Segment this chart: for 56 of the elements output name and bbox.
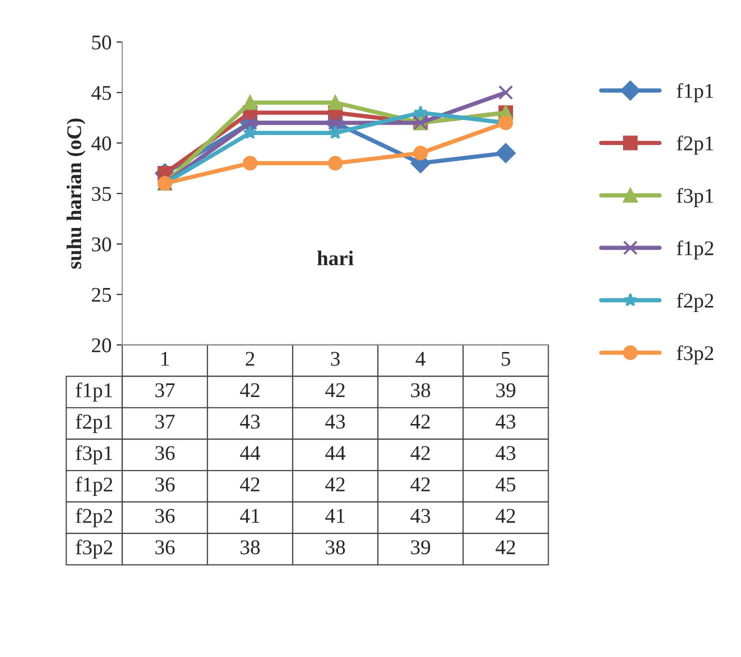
data-label: 42 [410, 477, 430, 492]
data-label: 41 [240, 508, 260, 523]
data-label: 42 [240, 383, 260, 398]
data-label: 43 [410, 508, 430, 523]
text: f2p2 [76, 508, 112, 528]
data-label: 44 [325, 446, 346, 460]
data-label: 42 [240, 477, 260, 492]
data-label: 43 [496, 414, 516, 429]
data-label: 38 [326, 540, 345, 554]
legend-label: f2p2 [676, 292, 714, 312]
x-axis-title: hari [317, 250, 354, 266]
y-tick-label: 50 [92, 35, 112, 50]
x-tick-label: 5 [502, 352, 510, 366]
data-label: 37 [155, 414, 175, 429]
data-label: 36 [155, 446, 175, 460]
data-label: 43 [325, 414, 345, 429]
x-tick-label: 3 [331, 352, 340, 366]
data-label: 43 [240, 414, 260, 429]
y-tick-label: 25 [92, 288, 112, 302]
text: f1p1 [76, 382, 112, 402]
x-tick-label: 2 [246, 352, 254, 366]
text: f2p1 [76, 414, 112, 434]
data-label: 36 [155, 477, 175, 492]
data-label: 42 [325, 477, 345, 492]
data-label: 42 [496, 540, 515, 554]
data-label: 38 [240, 540, 260, 554]
x-tick-label: 1 [161, 352, 169, 366]
y-tick-label: 30 [92, 237, 112, 252]
data-label: 36 [155, 508, 175, 523]
data-label: 39 [496, 383, 516, 398]
data-label: 42 [496, 508, 515, 523]
y-axis-title: suhu harian (oC) [66, 118, 86, 269]
data-label: 39 [411, 540, 430, 554]
data-label: 42 [410, 446, 430, 460]
data-label: 36 [155, 540, 175, 554]
data-label: 45 [496, 478, 516, 492]
legend-label: f3p1 [676, 188, 714, 208]
data-label: 37 [155, 383, 175, 398]
y-tick-label: 35 [92, 186, 112, 201]
data-label: 43 [496, 446, 516, 460]
text: f3p2 [76, 540, 112, 559]
data-label: 42 [410, 414, 430, 428]
legend-label: f3p2 [676, 345, 714, 364]
data-label: 44 [240, 446, 260, 460]
x-tick-label: 4 [416, 352, 426, 366]
legend-label: f1p1 [676, 83, 714, 102]
text: f1p2 [76, 476, 112, 496]
y-tick-label: 20 [92, 338, 112, 352]
data-label: 38 [411, 383, 430, 398]
legend-label: f2p1 [676, 136, 714, 155]
y-tick-label: 40 [91, 136, 112, 150]
text: f3p1 [76, 445, 112, 464]
y-tick-label: 45 [91, 86, 112, 100]
data-label: 42 [325, 383, 345, 398]
data-label: 41 [325, 508, 344, 523]
legend-label: f1p2 [676, 240, 714, 260]
